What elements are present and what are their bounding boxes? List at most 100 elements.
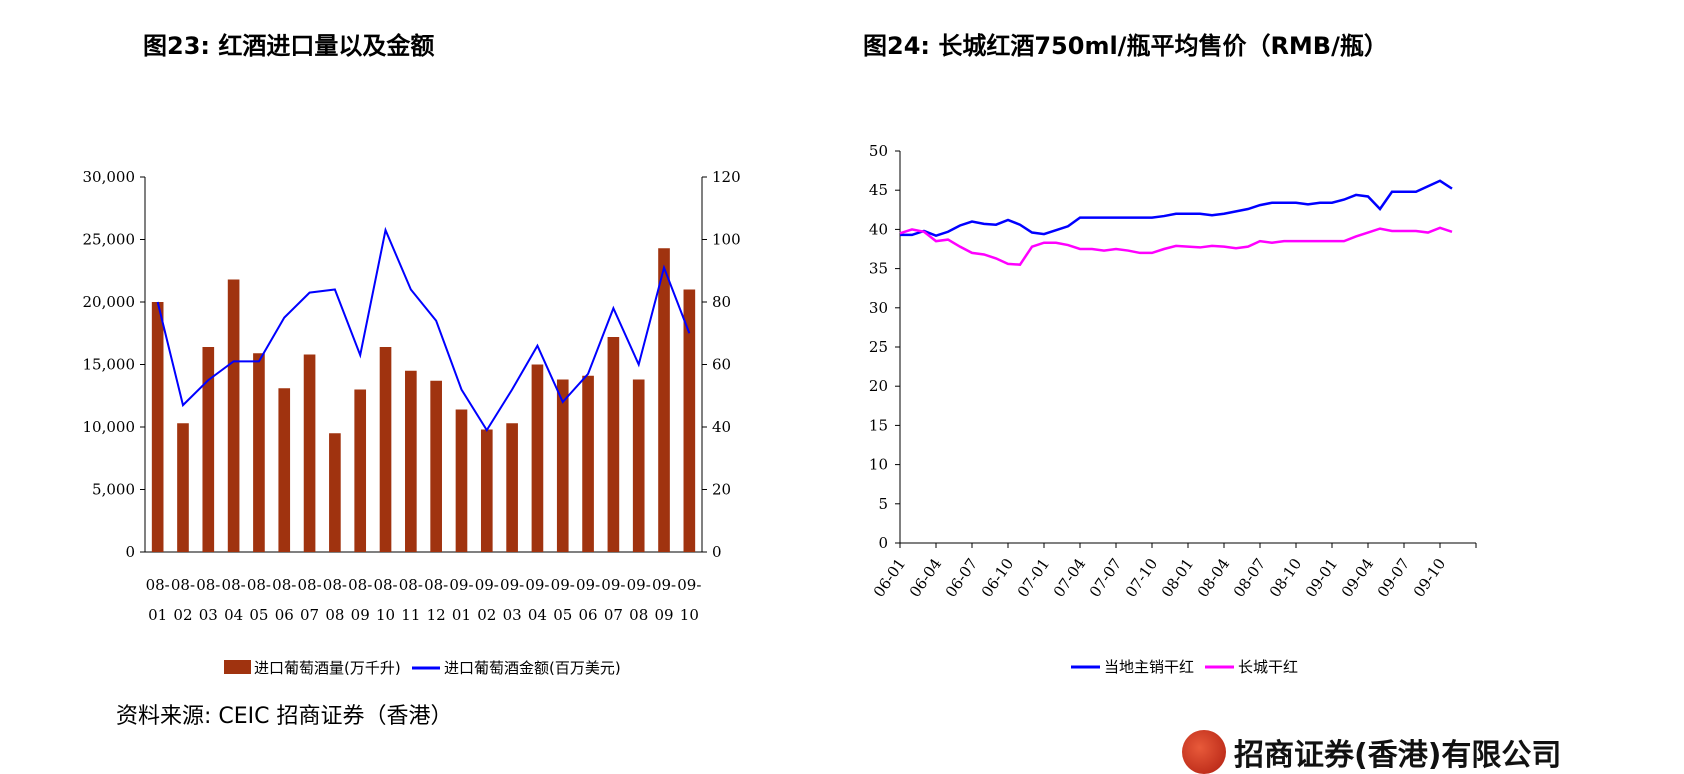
bar — [556, 379, 569, 552]
bar — [177, 423, 189, 552]
y-tick-label: 20 — [869, 377, 888, 395]
x-tick-label-bottom: 06 — [275, 606, 294, 624]
bar — [253, 353, 265, 552]
figure-23-title: 图23: 红酒进口量以及金额 — [143, 32, 435, 60]
x-tick-label: 07-01 — [1014, 555, 1054, 601]
bar — [632, 379, 645, 552]
x-tick-label-bottom: 07 — [604, 606, 623, 624]
bar — [607, 337, 620, 552]
x-tick-label-top: 08- — [247, 576, 271, 594]
y-tick-label: 30 — [869, 299, 888, 317]
left-tick-label: 25,000 — [83, 231, 136, 249]
bar — [329, 433, 341, 552]
x-tick-label: 09-07 — [1374, 555, 1414, 601]
bar — [227, 279, 240, 552]
x-tick-label-top: 09- — [475, 576, 499, 594]
x-tick-label-top: 08- — [222, 576, 246, 594]
x-tick-label: 06-01 — [870, 555, 910, 601]
logo-text: 招商证券(香港)有限公司 — [1234, 738, 1562, 773]
x-tick-label: 07-10 — [1122, 555, 1162, 601]
company-logo: 招商证券(香港)有限公司 — [1182, 730, 1561, 774]
x-tick-label-top: 08- — [424, 576, 448, 594]
right-tick-label: 80 — [712, 293, 731, 311]
x-tick-label-bottom: 10 — [680, 606, 699, 624]
right-tick-label: 20 — [712, 481, 731, 499]
x-tick-label: 07-07 — [1086, 555, 1126, 601]
bar — [405, 370, 417, 552]
x-tick-label-top: 08- — [146, 576, 170, 594]
x-tick-label-bottom: 09 — [351, 606, 370, 624]
x-tick-label-bottom: 12 — [427, 606, 446, 624]
x-tick-label: 06-07 — [942, 555, 982, 601]
x-tick-label-bottom: 04 — [528, 606, 547, 624]
chart-wine-imports: 0 5,000 10,000 15,000 20,000 25,000 30,000 02 04… — [83, 168, 741, 677]
x-tick-label-top: 08- — [399, 576, 423, 594]
bar — [531, 364, 544, 552]
x-tick-label-top: 09- — [576, 576, 600, 594]
bar — [582, 375, 594, 552]
bar — [379, 347, 392, 552]
bar — [202, 347, 215, 552]
bar — [278, 388, 291, 552]
bar — [506, 423, 518, 552]
y-tick-label: 35 — [869, 260, 888, 278]
x-tick-label-bottom: 07 — [300, 606, 319, 624]
left-tick-label: 30,000 — [83, 168, 136, 186]
x-tick-label: 08-07 — [1230, 555, 1270, 601]
x-tick-label-top: 08- — [297, 576, 321, 594]
source-note: 资料来源: CEIC 招商证券（香港） — [116, 704, 453, 729]
logo-icon — [1182, 730, 1226, 774]
right-tick-label: 100 — [712, 231, 741, 249]
left-tick-label: 0 — [125, 543, 135, 561]
x-tick-label-bottom: 08 — [629, 606, 648, 624]
x-tick-label-bottom: 05 — [553, 606, 572, 624]
x-tick-label: 07-04 — [1050, 555, 1090, 601]
x-tick-label-bottom: 01 — [452, 606, 471, 624]
x-tick-label-top: 08- — [323, 576, 347, 594]
x-tick-label-bottom: 10 — [376, 606, 395, 624]
x-tick-label: 06-04 — [906, 555, 946, 601]
x-tick-label-top: 09- — [652, 576, 676, 594]
bar — [430, 380, 442, 552]
legend-label-greatwall: 长城干红 — [1238, 658, 1298, 676]
x-tick-label-top: 08- — [171, 576, 195, 594]
x-tick-label-bottom: 11 — [401, 606, 420, 624]
legend-label-local: 当地主销干红 — [1104, 658, 1194, 676]
x-tick-label-top: 09- — [500, 576, 524, 594]
x-tick-label-bottom: 04 — [224, 606, 243, 624]
x-tick-label: 09-01 — [1302, 555, 1342, 601]
series-line-2 — [899, 226, 1453, 266]
x-tick-label-bottom: 02 — [477, 606, 496, 624]
left-tick-label: 15,000 — [83, 356, 136, 374]
legend-label-amount: 进口葡萄酒金额(百万美元) — [444, 659, 621, 677]
bar — [354, 389, 367, 552]
y-tick-label: 0 — [878, 534, 888, 552]
amount-line — [156, 226, 691, 433]
x-tick-label-top: 08- — [196, 576, 220, 594]
bar — [151, 302, 164, 552]
x-tick-label: 09-04 — [1338, 555, 1378, 601]
right-tick-label: 0 — [712, 543, 722, 561]
x-tick-label: 09-10 — [1410, 555, 1450, 601]
bar — [303, 354, 316, 552]
legend-label-volume: 进口葡萄酒量(万千升) — [254, 659, 401, 677]
x-tick-label-top: 08- — [373, 576, 397, 594]
x-tick-label-bottom: 09 — [654, 606, 673, 624]
bar — [480, 429, 493, 552]
x-tick-label-top: 09- — [627, 576, 651, 594]
x-tick-label: 06-10 — [978, 555, 1018, 601]
x-tick-label: 08-01 — [1158, 555, 1198, 601]
y-tick-label: 25 — [869, 338, 888, 356]
x-tick-label-top: 09- — [601, 576, 625, 594]
legend-swatch-bar — [224, 660, 251, 674]
y-tick-label: 40 — [869, 220, 888, 238]
left-tick-label: 20,000 — [83, 293, 136, 311]
series-line-1 — [900, 179, 1453, 237]
figure-24-title: 图24: 长城红酒750ml/瓶平均售价（RMB/瓶） — [863, 32, 1388, 60]
y-tick-label: 45 — [869, 181, 888, 199]
left-tick-label: 5,000 — [92, 481, 135, 499]
left-tick-label: 10,000 — [83, 418, 136, 436]
x-tick-label-top: 09- — [449, 576, 473, 594]
bar — [658, 248, 670, 552]
x-tick-label-bottom: 01 — [148, 606, 167, 624]
